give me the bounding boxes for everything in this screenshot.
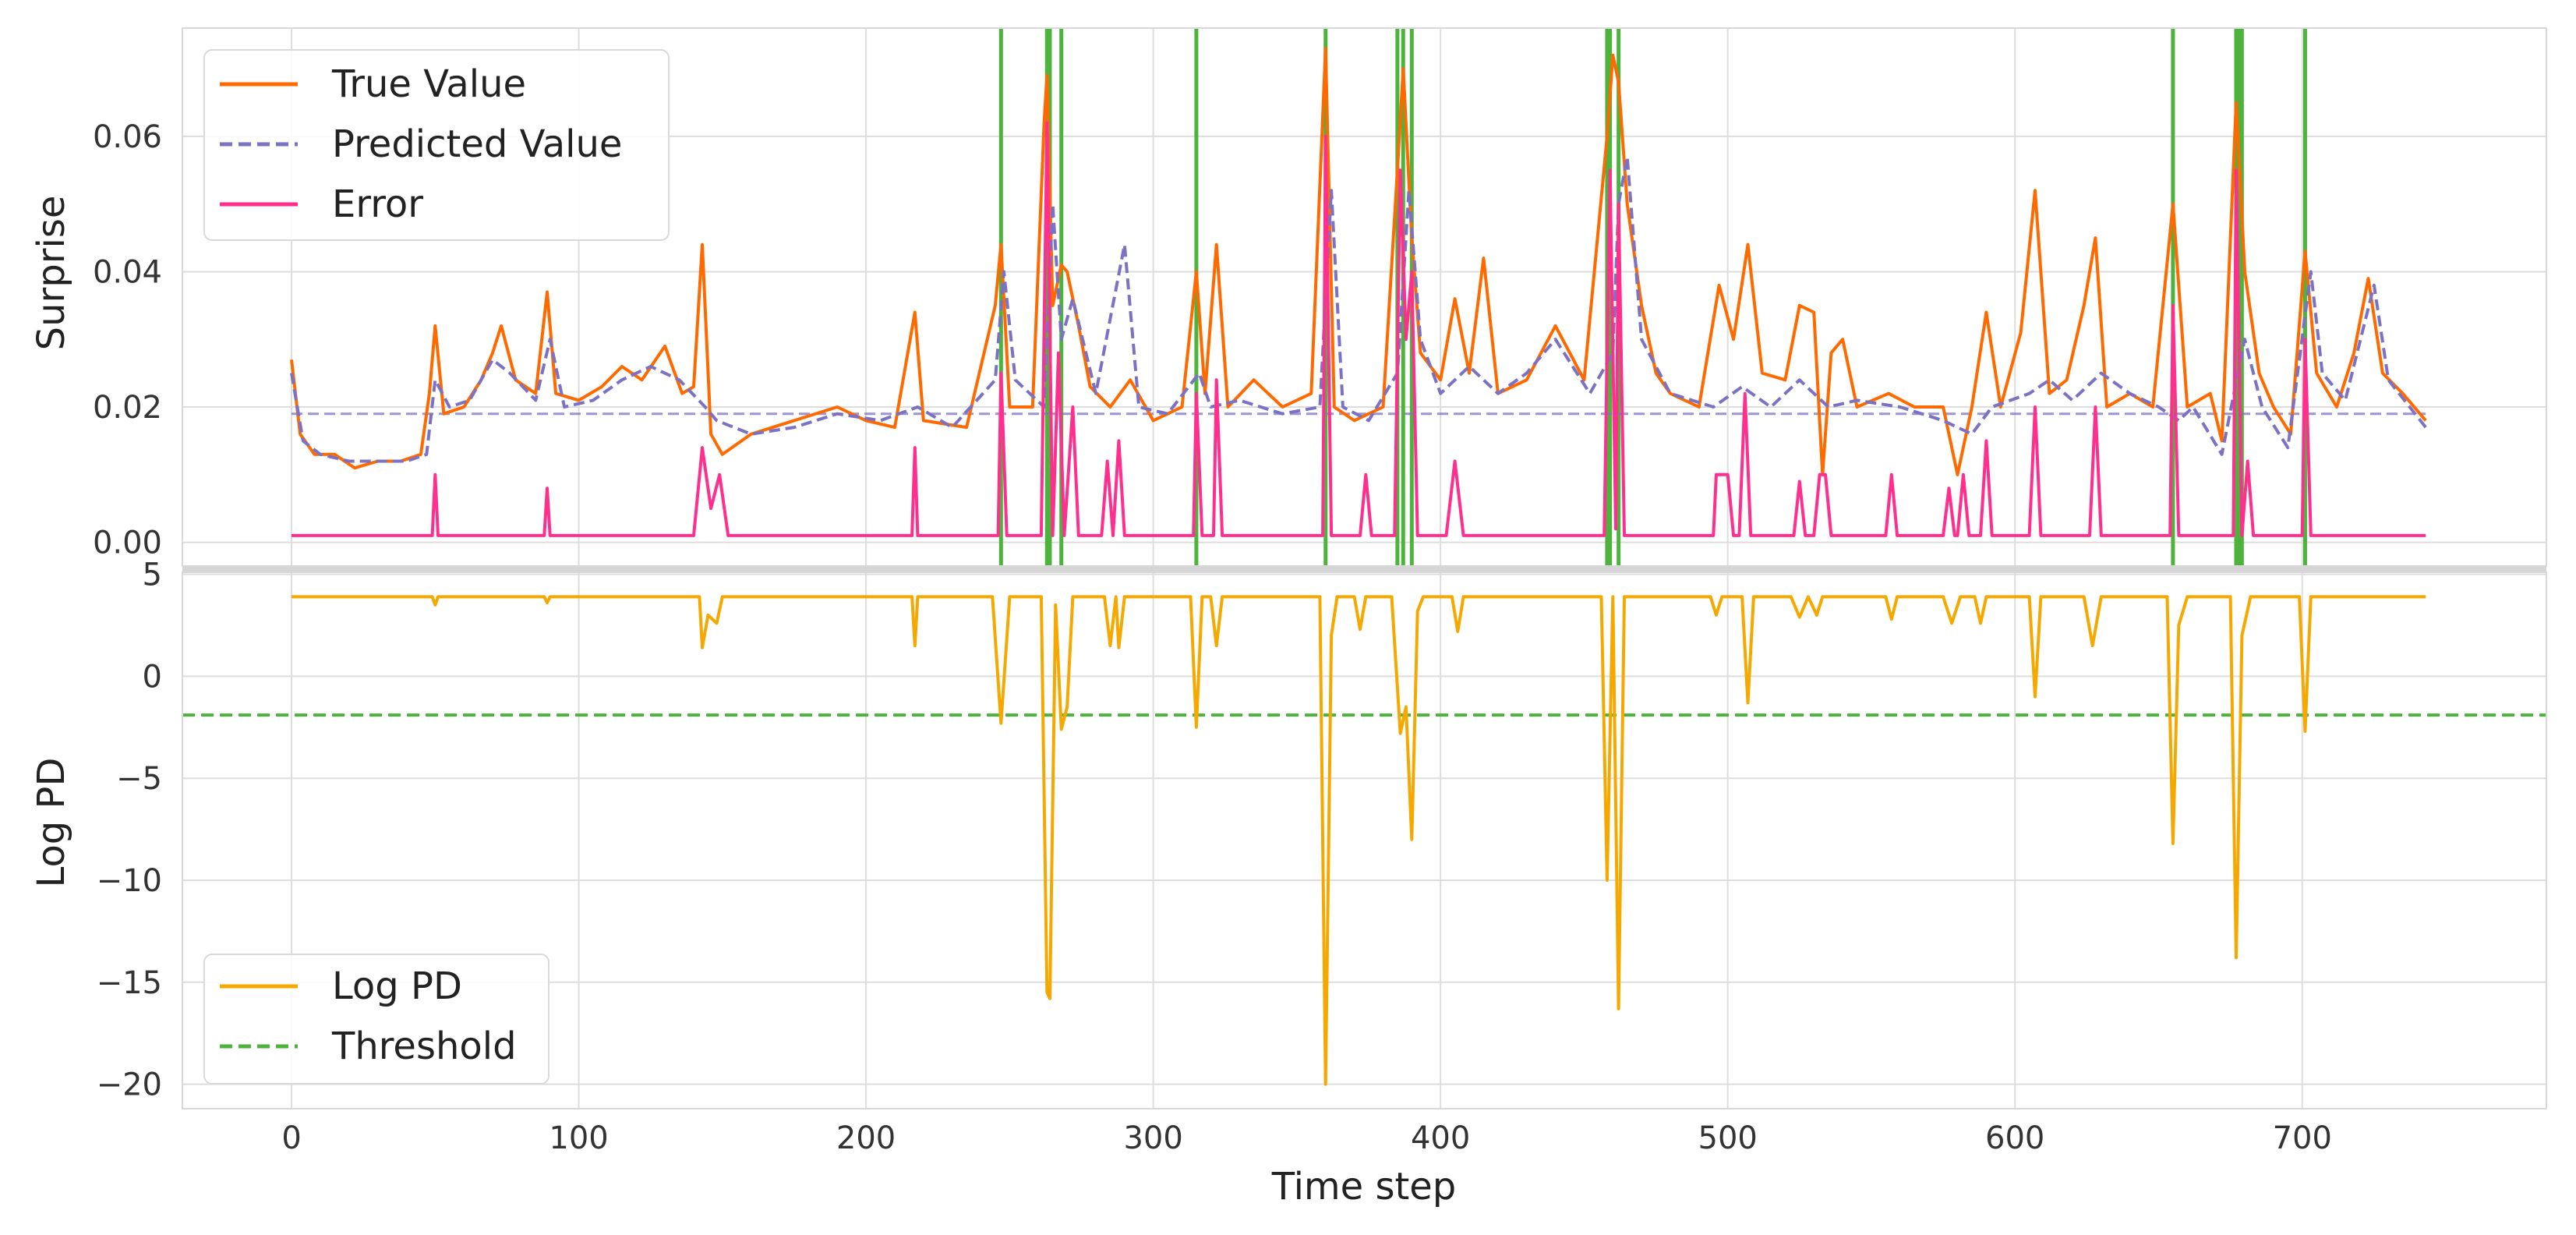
surprise-panel: 0.00 0.02 0.04 0.06 Surprise True Value Pre… xyxy=(30,27,2547,567)
surprise-y-tick-label-1: 0.02 xyxy=(93,390,162,426)
x-tick-label-0: 0 xyxy=(281,1120,301,1156)
legend-label-threshold: Threshold xyxy=(331,1024,517,1068)
x-tick-label-1: 100 xyxy=(549,1120,608,1156)
x-tick-label-2: 200 xyxy=(836,1120,896,1156)
error-line xyxy=(292,121,2426,537)
legend-label-predicted-value: Predicted Value xyxy=(332,122,622,166)
x-axis-ticks: 0 100 200 300 400 500 600 700 xyxy=(281,1120,2332,1156)
panel-separator xyxy=(182,566,2546,572)
x-axis-label: Time step xyxy=(1271,1165,1457,1208)
x-tick-label-6: 600 xyxy=(1985,1120,2044,1156)
logpd-y-tick-label-1: 0 xyxy=(143,659,162,695)
log-pd-line xyxy=(292,595,2426,1086)
surprise-y-tick-label-3: 0.06 xyxy=(93,119,162,155)
logpd-y-tick-label-2: −5 xyxy=(116,761,162,797)
surprise-y-tick-label-2: 0.04 xyxy=(93,254,162,290)
x-tick-label-3: 300 xyxy=(1123,1120,1182,1156)
surprise-y-ticks: 0.00 0.02 0.04 0.06 xyxy=(93,119,162,561)
logpd-y-tick-label-3: −10 xyxy=(97,863,162,899)
logpd-grid xyxy=(182,572,2546,1109)
predicted-value-line xyxy=(290,154,2427,463)
surprise-legend-box xyxy=(203,49,670,241)
logpd-panel: 5 0 −5 −10 −15 −20 0 100 200 300 400 500 600 700 Log… xyxy=(30,557,2547,1208)
logpd-y-axis-label: Log PD xyxy=(30,758,73,888)
x-tick-label-4: 400 xyxy=(1411,1120,1470,1156)
logpd-y-ticks: 5 0 −5 −10 −15 −20 xyxy=(97,557,162,1103)
surprise-y-axis-label: Surprise xyxy=(30,196,73,351)
logpd-y-tick-label-0: 5 xyxy=(143,557,162,593)
surprise-legend: True Value Predicted Value Error xyxy=(203,49,670,241)
logpd-series xyxy=(292,595,2426,1086)
logpd-legend: Log PD Threshold xyxy=(203,954,549,1085)
surprise-series xyxy=(290,47,2427,537)
logpd-y-tick-label-5: −20 xyxy=(97,1067,162,1103)
x-tick-label-7: 700 xyxy=(2273,1120,2332,1156)
true-value-line xyxy=(290,47,2427,476)
surprise-y-tick-label-0: 0.00 xyxy=(93,525,162,561)
legend-label-error: Error xyxy=(332,182,423,226)
legend-label-true-value: True Value xyxy=(331,62,526,106)
logpd-y-tick-label-4: −15 xyxy=(97,965,162,1001)
logpd-plot-frame xyxy=(182,571,2547,1109)
legend-label-log-pd: Log PD xyxy=(332,964,462,1008)
x-tick-label-5: 500 xyxy=(1698,1120,1758,1156)
